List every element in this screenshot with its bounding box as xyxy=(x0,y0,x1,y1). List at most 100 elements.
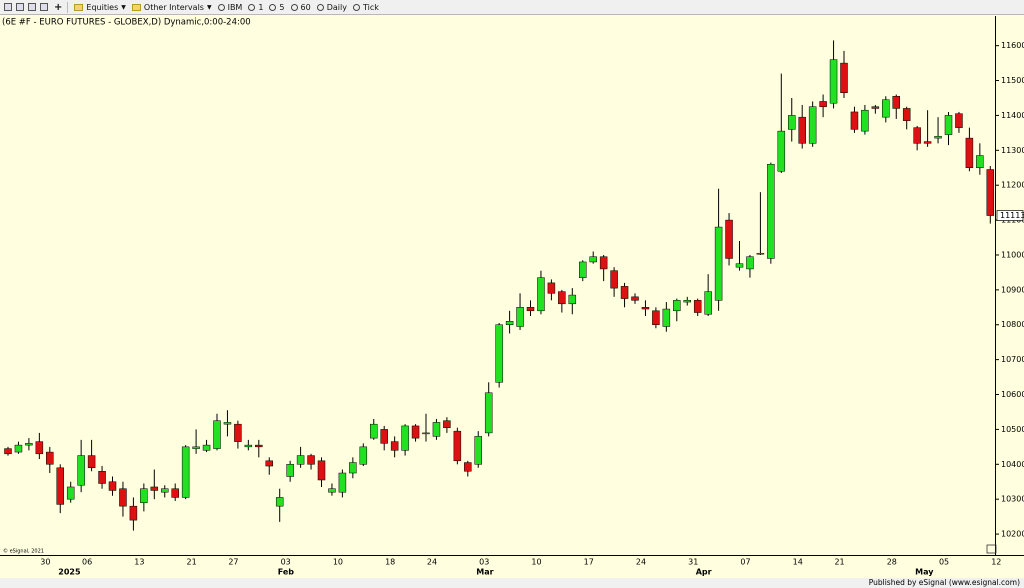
caret: ▼ xyxy=(121,3,126,11)
candle-body xyxy=(359,446,368,465)
candle-body xyxy=(976,155,984,169)
candle-body xyxy=(244,444,253,448)
candle-body xyxy=(432,422,441,437)
candle-body xyxy=(46,451,54,465)
candle-body xyxy=(547,282,556,294)
toolbar-button[interactable]: 5 xyxy=(269,2,285,12)
x-tick-label: 31 xyxy=(688,558,698,567)
x-tick-label: 14 xyxy=(793,558,803,567)
candle-body xyxy=(338,472,347,493)
candle-body xyxy=(704,291,712,315)
circle-icon xyxy=(352,3,360,11)
candle-body xyxy=(66,486,75,500)
x-group-label: Feb xyxy=(278,568,295,577)
x-tick-label: 06 xyxy=(82,558,92,567)
status-bar xyxy=(0,578,1024,588)
scroll-icon[interactable] xyxy=(986,544,997,554)
candle-body xyxy=(808,106,817,144)
candle-body xyxy=(934,136,942,139)
candle-body xyxy=(87,455,96,469)
candle-body xyxy=(370,423,378,439)
candle-body xyxy=(850,111,859,130)
toolbar-button[interactable]: 60 xyxy=(290,2,311,12)
candle-body xyxy=(913,127,921,144)
toolbar-icon[interactable] xyxy=(16,3,24,11)
candle-body xyxy=(202,444,211,451)
toolbar-menu[interactable]: Other Intervals ▼ xyxy=(131,3,212,12)
toolbar-add[interactable]: + xyxy=(54,1,63,13)
toolbar-button[interactable]: 1 xyxy=(248,3,263,12)
candle-body xyxy=(693,300,702,313)
candle-body xyxy=(35,441,44,455)
candle-body xyxy=(307,455,315,465)
toolbar-icon[interactable] xyxy=(4,3,12,11)
x-tick-label: 27 xyxy=(228,558,238,567)
x-tick-label: 24 xyxy=(427,558,437,567)
toolbar-icon[interactable] xyxy=(40,3,48,11)
candle-body xyxy=(631,296,639,301)
candle-body xyxy=(484,392,493,434)
candle-body xyxy=(955,113,963,128)
candle-body xyxy=(453,430,462,462)
toolbar: + Equities ▼ Other Intervals ▼ IBM 1 5 60 … xyxy=(0,0,1024,15)
candle-body xyxy=(829,59,838,104)
y-tick-label: 10700 xyxy=(1001,355,1024,364)
candle-body xyxy=(767,164,775,259)
x-tick-label: 03 xyxy=(281,558,291,567)
candle-body xyxy=(317,460,326,481)
candle-body xyxy=(652,310,660,325)
candle-body xyxy=(422,432,430,435)
candle-body xyxy=(892,95,900,109)
candle-body xyxy=(589,256,597,263)
candle-body xyxy=(819,101,827,107)
candle-body xyxy=(14,444,23,453)
candle-body xyxy=(673,300,681,312)
candle-body xyxy=(537,277,545,312)
candle-body xyxy=(129,505,138,521)
y-tick-label: 10600 xyxy=(1001,390,1024,399)
toolbar-menu[interactable]: Equities ▼ xyxy=(74,3,126,12)
candle-body xyxy=(777,130,786,172)
toolbar-button[interactable]: Tick xyxy=(352,2,379,12)
candle-body xyxy=(516,307,524,327)
x-group-label: Mar xyxy=(476,568,493,577)
button-label: IBM xyxy=(227,2,243,12)
circle-icon xyxy=(248,3,256,11)
toolbar-button[interactable]: IBM xyxy=(217,2,243,12)
y-tick-label: 10900 xyxy=(1001,285,1024,294)
candle-body xyxy=(213,420,221,449)
x-tick-label: 21 xyxy=(834,558,844,567)
candle-body xyxy=(390,441,399,451)
toolbar-icon[interactable] xyxy=(28,3,36,11)
candle-body xyxy=(840,62,848,94)
last-price-box xyxy=(996,210,1024,221)
candle-body xyxy=(171,488,179,498)
x-tick-label: 10 xyxy=(333,558,343,567)
button-label: 60 xyxy=(300,2,311,12)
candle-body xyxy=(746,256,754,270)
candle-body xyxy=(411,425,420,439)
candle-body xyxy=(181,446,190,498)
candle-body xyxy=(798,116,806,144)
candle-body xyxy=(756,252,765,255)
x-tick-label: 24 xyxy=(636,558,646,567)
last-price-label: 11113 xyxy=(1000,211,1024,220)
candle-body xyxy=(296,455,305,465)
candle-body xyxy=(286,464,294,477)
x-tick-label: 30 xyxy=(40,558,50,567)
y-tick-label: 10200 xyxy=(1001,530,1024,539)
button-label: 5 xyxy=(279,2,285,12)
candle-body xyxy=(599,256,608,270)
candle-body xyxy=(735,263,744,268)
toolbar-button[interactable]: Daily xyxy=(316,3,347,12)
candle-body xyxy=(725,219,733,259)
candle-body xyxy=(579,261,587,278)
footer: Published by eSignal (www.esignal.com) xyxy=(869,578,1020,587)
candle-body xyxy=(568,294,577,305)
chart-background xyxy=(0,16,1024,578)
button-label: Tick xyxy=(362,2,379,12)
candle-body xyxy=(788,115,796,130)
candle-body xyxy=(558,291,566,305)
x-group-label: Apr xyxy=(696,568,712,577)
